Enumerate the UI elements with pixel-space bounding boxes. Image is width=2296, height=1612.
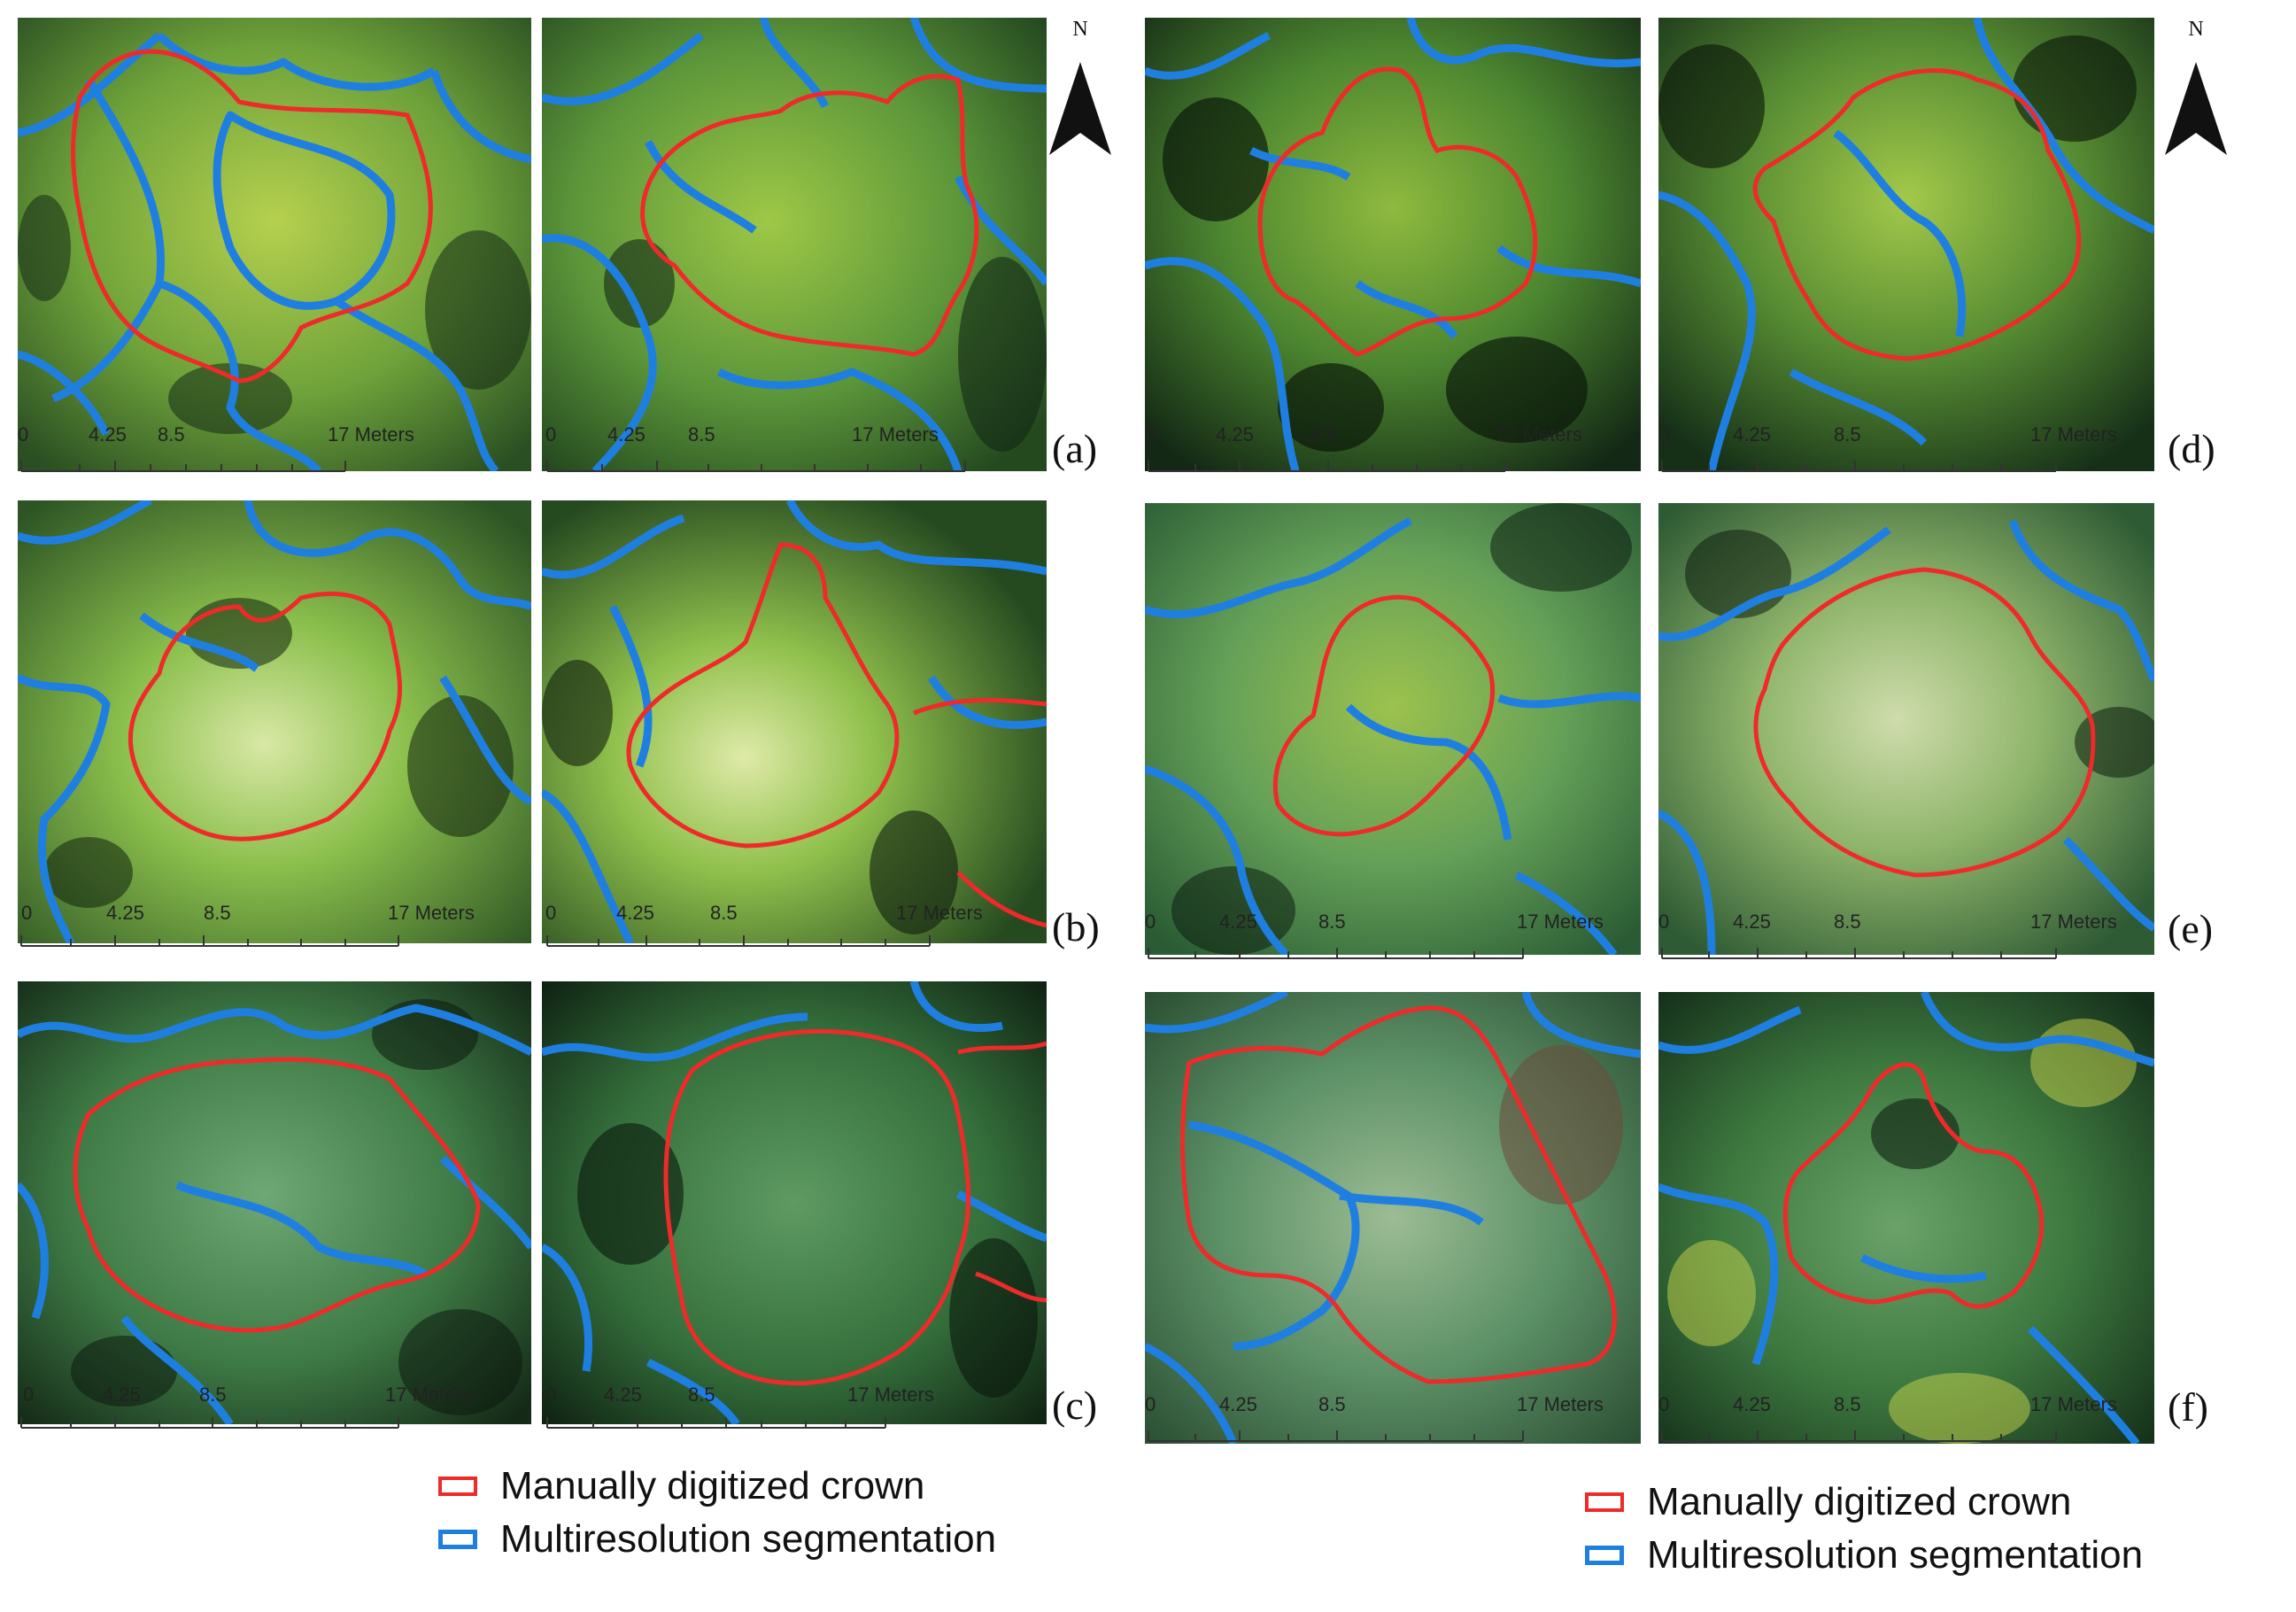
image-d-right — [1658, 18, 2154, 471]
scale-tick-label: 0 — [545, 1383, 557, 1406]
blue-outline-swatch-icon — [438, 1530, 477, 1549]
legend-label-segmentation: Multiresolution segmentation — [1647, 1533, 2144, 1577]
scale-bar-c-right: 0 4.25 8.5 17 Meters — [542, 1383, 967, 1437]
legend-label-manual: Manually digitized crown — [500, 1464, 925, 1507]
legend-right: Manually digitized crown Multiresolution… — [1585, 1476, 2143, 1582]
scale-tick-label: 8.5 — [199, 1383, 227, 1406]
red-outline-swatch-icon — [438, 1476, 477, 1496]
scale-bar-e-right: 0 4.25 8.5 17 Meters — [1658, 911, 2154, 964]
panel-label-f: (f) — [2168, 1384, 2208, 1430]
scale-bar-a-left: 0 4.25 8.5 17 Meters — [18, 423, 414, 477]
image-b-right — [542, 500, 1047, 943]
scale-tick-label: 0 — [1145, 423, 1156, 446]
scale-tick-label: 8.5 — [204, 902, 231, 924]
scale-tick-label: 8.5 — [1834, 911, 1861, 933]
scale-bar-f-left: 0 4.25 8.5 17 Meters — [1145, 1393, 1641, 1446]
north-arrow-icon — [2165, 62, 2227, 155]
scale-tick-label: 4.25 — [103, 1383, 141, 1406]
scale-bar-f-right: 0 4.25 8.5 17 Meters — [1658, 1393, 2154, 1446]
scale-tick-label: 4.25 — [604, 1383, 642, 1406]
scale-tick-label: 4.25 — [1733, 423, 1771, 446]
image-e-left — [1145, 503, 1641, 955]
scale-tick-label: 8.5 — [688, 1383, 715, 1406]
scale-tick-label: 17 Meters — [2030, 423, 2117, 446]
north-label: N — [1072, 18, 1088, 41]
legend-left: Manually digitized crown Multiresolution… — [438, 1460, 996, 1566]
scale-tick-label: 4.25 — [1216, 423, 1254, 446]
scale-tick-label: 17 Meters — [328, 423, 414, 446]
scale-tick-label: 4.25 — [1219, 911, 1257, 933]
panel-label-c: (c) — [1052, 1383, 1098, 1428]
scale-tick-label: 0 — [545, 423, 557, 446]
scale-tick-label: 0 — [1145, 1393, 1156, 1415]
north-arrow-left: N — [1045, 18, 1116, 159]
legend-item-segmentation: Multiresolution segmentation — [438, 1513, 996, 1566]
scale-tick-label: 17 Meters — [1517, 911, 1604, 933]
scale-tick-label: 4.25 — [89, 423, 127, 446]
scale-tick-label: 17 Meters — [847, 1383, 934, 1406]
legend-item-segmentation: Multiresolution segmentation — [1585, 1529, 2143, 1582]
image-f-right — [1658, 992, 2154, 1444]
image-c-right — [542, 981, 1047, 1424]
scale-tick-label: 0 — [1145, 911, 1156, 933]
image-c-left — [18, 981, 531, 1424]
legend-label-segmentation: Multiresolution segmentation — [500, 1517, 997, 1561]
scale-bar-b-left: 0 4.25 8.5 17 Meters — [18, 902, 478, 955]
scale-tick-label: 8.5 — [1834, 1393, 1861, 1415]
scale-tick-label: 0 — [545, 902, 557, 924]
scale-tick-label: 4.25 — [1733, 911, 1771, 933]
panel-label-a: (a) — [1052, 426, 1098, 471]
north-arrow-icon — [1049, 62, 1111, 155]
scale-tick-label: 8.5 — [158, 423, 185, 446]
scale-tick-label: 17 Meters — [385, 1383, 472, 1406]
panel-label-b: (b) — [1052, 904, 1100, 949]
scale-tick-label: 4.25 — [1219, 1393, 1257, 1415]
scale-tick-label: 17 Meters — [2030, 1393, 2117, 1415]
north-label: N — [2188, 18, 2204, 41]
scale-tick-label: 4.25 — [1733, 1393, 1771, 1415]
scale-tick-label: 0 — [23, 1383, 35, 1406]
image-a-left — [18, 18, 531, 471]
legend-item-manual: Manually digitized crown — [438, 1460, 996, 1513]
north-arrow-right: N — [2161, 18, 2231, 159]
image-d-left — [1145, 18, 1641, 471]
scale-tick-label: 17 Meters — [1496, 423, 1582, 446]
scale-tick-label: 0 — [1658, 1393, 1670, 1415]
scale-tick-label: 8.5 — [1318, 911, 1346, 933]
legend-label-manual: Manually digitized crown — [1647, 1480, 2072, 1523]
image-f-left — [1145, 992, 1641, 1444]
scale-tick-label: 17 Meters — [388, 902, 475, 924]
scale-tick-label: 17 Meters — [1517, 1393, 1604, 1415]
panel-label-e: (e) — [2168, 906, 2214, 951]
red-outline-swatch-icon — [1585, 1492, 1624, 1512]
scale-tick-label: 4.25 — [607, 423, 646, 446]
image-a-right — [542, 18, 1047, 471]
scale-bar-e-left: 0 4.25 8.5 17 Meters — [1145, 911, 1641, 964]
scale-tick-label: 0 — [1658, 423, 1670, 446]
panel-label-d: (d) — [2168, 426, 2215, 471]
scale-tick-label: 4.25 — [106, 902, 144, 924]
blue-outline-swatch-icon — [1585, 1546, 1624, 1565]
image-b-left — [18, 500, 531, 943]
scale-bar-b-right: 0 4.25 8.5 17 Meters — [542, 902, 1002, 955]
scale-tick-label: 8.5 — [1834, 423, 1861, 446]
scale-tick-label: 0 — [1658, 911, 1670, 933]
scale-tick-label: 8.5 — [710, 902, 738, 924]
scale-bar-d-left: 0 4.25 8.5 17 Meters — [1145, 423, 1641, 477]
scale-bar-c-left: 0 4.25 8.5 17 Meters — [18, 1383, 496, 1437]
scale-tick-label: 17 Meters — [852, 423, 939, 446]
legend-item-manual: Manually digitized crown — [1585, 1476, 2143, 1529]
scale-tick-label: 0 — [21, 902, 33, 924]
image-e-right — [1658, 503, 2154, 955]
scale-tick-label: 17 Meters — [2030, 911, 2117, 933]
scale-tick-label: 0 — [18, 423, 29, 446]
scale-tick-label: 17 Meters — [896, 902, 983, 924]
scale-bar-a-right: 0 4.25 8.5 17 Meters — [542, 423, 958, 477]
scale-tick-label: 8.5 — [688, 423, 715, 446]
scale-tick-label: 4.25 — [616, 902, 654, 924]
scale-tick-label: 8.5 — [1318, 1393, 1346, 1415]
scale-tick-label: 8.5 — [1310, 423, 1337, 446]
scale-bar-d-right: 0 4.25 8.5 17 Meters — [1658, 423, 2154, 477]
